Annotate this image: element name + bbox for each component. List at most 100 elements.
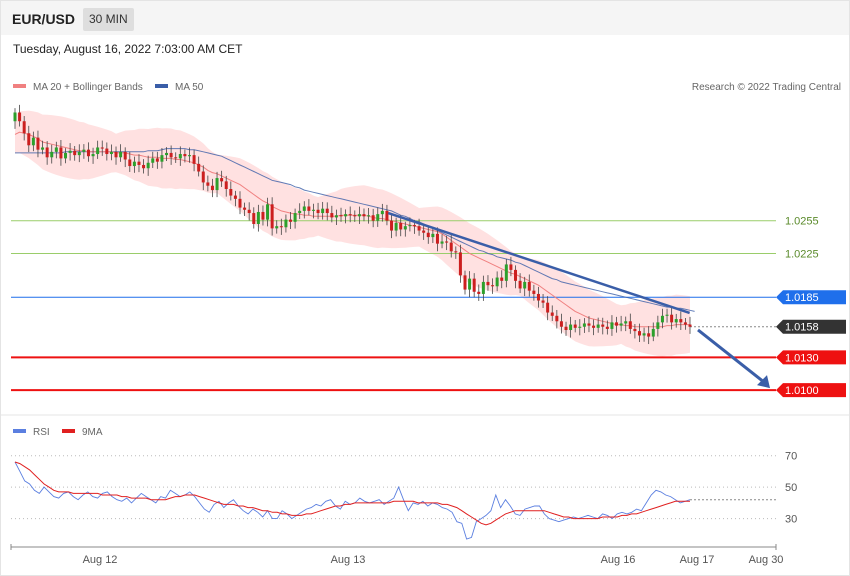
candle-body xyxy=(559,321,563,327)
candle-body xyxy=(330,213,334,218)
candle xyxy=(495,271,499,292)
candle xyxy=(527,274,531,297)
candle-body xyxy=(408,225,412,227)
candle-body xyxy=(422,230,426,233)
candle-body xyxy=(105,148,109,155)
candle xyxy=(610,315,614,336)
candle-body xyxy=(610,322,614,329)
candle-body xyxy=(41,147,45,150)
candle xyxy=(670,307,674,330)
candle xyxy=(215,171,219,198)
candle xyxy=(284,214,288,233)
candle xyxy=(376,207,380,227)
rsi-legend-swatch xyxy=(13,429,26,433)
candle xyxy=(105,142,109,161)
timeframe-badge[interactable]: 30 MIN xyxy=(83,8,134,31)
candle-body xyxy=(261,211,265,220)
candle-body xyxy=(670,314,674,323)
candle-body xyxy=(266,204,270,220)
candle xyxy=(390,213,394,239)
candle-body xyxy=(128,159,132,167)
candle-body xyxy=(293,213,297,222)
candle-body xyxy=(390,220,394,231)
candle-body xyxy=(210,185,214,191)
candle-body xyxy=(454,251,458,253)
candle xyxy=(573,319,577,333)
candle xyxy=(564,321,568,336)
candle-body xyxy=(440,241,444,244)
candle xyxy=(86,142,90,162)
candle-body xyxy=(541,300,545,303)
candle xyxy=(146,155,150,176)
candle xyxy=(486,275,490,291)
candle xyxy=(160,148,164,169)
candle-body xyxy=(169,152,173,158)
candle-body xyxy=(417,226,421,231)
candle-body xyxy=(449,242,453,252)
candle-body xyxy=(458,252,462,276)
candle xyxy=(275,220,279,234)
candle-body xyxy=(367,215,371,217)
candle xyxy=(100,140,104,156)
candle xyxy=(256,204,260,232)
candle-body xyxy=(13,112,17,122)
candle-body xyxy=(36,137,40,150)
title-bar: EUR/USD 30 MIN xyxy=(1,1,849,35)
candle xyxy=(656,315,660,337)
candle xyxy=(109,144,113,161)
candle xyxy=(601,317,605,335)
candle xyxy=(569,316,573,338)
candle xyxy=(50,144,54,164)
candle-body xyxy=(642,333,646,336)
candle-body xyxy=(243,207,247,210)
candle-body xyxy=(311,209,315,211)
candle-body xyxy=(468,278,472,290)
candle xyxy=(178,146,182,166)
candle-body xyxy=(284,219,288,228)
price-label-1.0158: 1.0158 xyxy=(785,322,819,334)
candle-body xyxy=(316,209,320,214)
candle xyxy=(183,149,187,163)
rsi-ma-legend-swatch xyxy=(62,429,75,433)
candle-body xyxy=(587,323,591,326)
candle xyxy=(119,144,123,162)
candle xyxy=(541,293,545,308)
rsi-line xyxy=(14,461,691,540)
candle-body xyxy=(536,293,540,301)
candle-body xyxy=(215,178,219,191)
candle xyxy=(348,206,352,223)
candle xyxy=(151,151,155,169)
candle xyxy=(187,147,191,163)
candle xyxy=(550,305,554,322)
candle-body xyxy=(500,277,504,281)
candle xyxy=(463,270,467,295)
candle xyxy=(201,165,205,191)
candle-body xyxy=(45,147,49,158)
candle xyxy=(514,265,518,289)
price-level-1.0158: 1.0158 xyxy=(776,319,846,334)
candle xyxy=(426,225,430,244)
candle-body xyxy=(523,281,527,289)
candle-body xyxy=(435,233,439,244)
candle-body xyxy=(688,324,692,327)
candle xyxy=(605,320,609,335)
candle xyxy=(339,207,343,222)
candle-body xyxy=(64,152,68,159)
candle-body xyxy=(321,208,325,214)
chart-timestamp: Tuesday, August 16, 2022 7:03:00 AM CET xyxy=(13,42,243,56)
candle-body xyxy=(601,324,605,327)
ma20-line xyxy=(14,131,690,328)
candle xyxy=(637,323,641,342)
candle-body xyxy=(376,214,380,221)
candle-body xyxy=(344,214,348,217)
candle-body xyxy=(109,151,113,155)
candle-body xyxy=(605,326,609,329)
candle-body xyxy=(119,151,123,158)
candle xyxy=(197,156,201,177)
candle-body xyxy=(252,213,256,224)
candle-body xyxy=(353,215,357,217)
candle xyxy=(665,308,669,323)
candle xyxy=(31,131,35,152)
candle-body xyxy=(504,264,508,281)
